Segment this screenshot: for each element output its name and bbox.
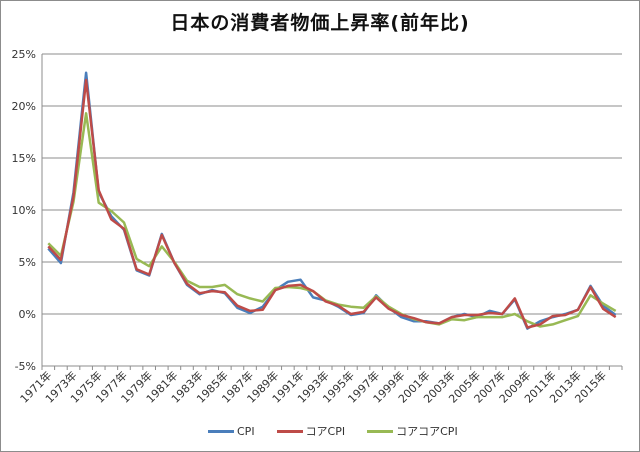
legend-label-core-core-cpi: コアコアCPI xyxy=(396,425,458,438)
legend-item-core-core-cpi: コアコアCPI xyxy=(367,423,458,439)
legend-item-cpi: CPI xyxy=(208,425,255,438)
legend-swatch-core-cpi xyxy=(276,429,303,433)
y-tick-label: 20% xyxy=(12,100,36,113)
series-line-2 xyxy=(47,112,617,328)
chart-legend: CPI コアCPI コアコアCPI xyxy=(208,423,458,439)
legend-label-core-cpi: コアCPI xyxy=(305,425,346,438)
y-tick-label: 15% xyxy=(12,152,36,165)
legend-label-cpi: CPI xyxy=(237,424,255,438)
y-tick-label: 0% xyxy=(19,308,36,321)
chart-title: 日本の消費者物価上昇率(前年比) xyxy=(170,12,470,34)
legend-swatch-core-core-cpi xyxy=(367,429,394,433)
legend-swatch-cpi xyxy=(208,429,234,433)
series-line-1 xyxy=(47,78,617,329)
y-tick-label: 5% xyxy=(19,256,36,269)
legend-item-core-cpi: コアCPI xyxy=(276,423,346,439)
y-tick-label: 10% xyxy=(12,204,36,217)
y-tick-label: -5% xyxy=(15,360,36,373)
y-tick-label: 25% xyxy=(12,48,36,61)
series-line-0 xyxy=(47,71,617,330)
